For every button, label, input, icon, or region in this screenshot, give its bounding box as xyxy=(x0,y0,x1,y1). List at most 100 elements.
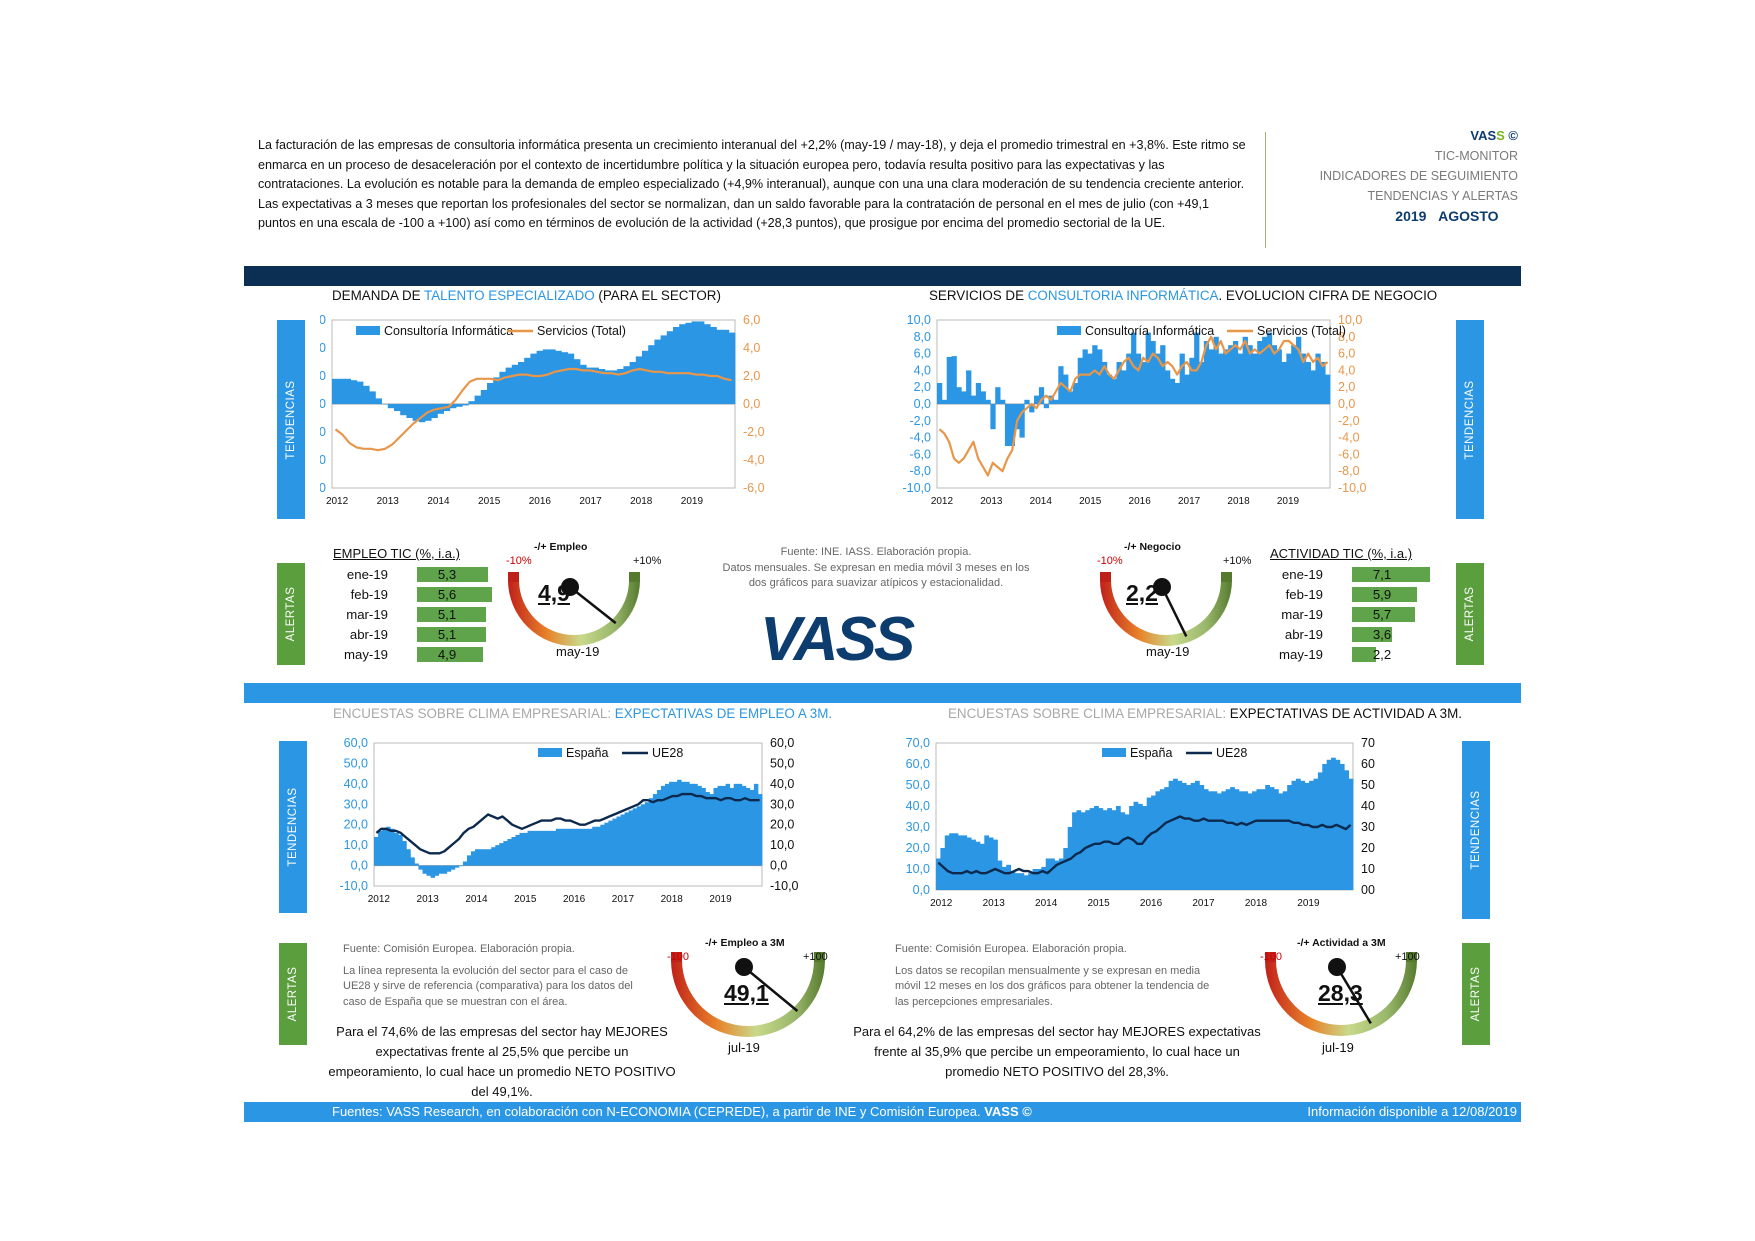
bar xyxy=(1234,789,1240,890)
y-right-tick-label: -6,0 xyxy=(743,481,765,495)
bar xyxy=(431,404,438,418)
source-br-line3: móvil 12 meses en los dos gráficos para … xyxy=(895,980,1210,992)
y-left-tick-label: 30,0 xyxy=(906,820,930,834)
bar xyxy=(1269,787,1275,890)
bar xyxy=(471,851,476,866)
y-left-tick-label: 2,0 xyxy=(320,369,326,383)
bar xyxy=(1273,789,1279,890)
bar xyxy=(656,789,662,866)
bar xyxy=(970,395,977,404)
bar xyxy=(507,839,512,866)
bar xyxy=(524,357,531,404)
gauge-arc xyxy=(1265,960,1417,1036)
x-tick-label: 2012 xyxy=(930,898,953,909)
legend-swatch-bar xyxy=(538,748,562,757)
bar xyxy=(937,383,943,404)
bar xyxy=(1326,759,1332,890)
bar xyxy=(450,865,456,870)
chart-title-negocio: SERVICIOS DE CONSULTORIA INFORMÁTICA. EV… xyxy=(929,288,1438,303)
chart-title-exp-empleo: ENCUESTAS SOBRE CLIMA EMPRESARIAL: EXPEC… xyxy=(333,706,833,721)
bar xyxy=(531,830,537,866)
gauge-g4 xyxy=(1265,952,1417,1036)
bar xyxy=(338,378,345,404)
bar xyxy=(612,818,617,866)
y-left-tick-label: 10,0 xyxy=(906,862,930,876)
bar xyxy=(681,781,686,866)
bar xyxy=(1058,858,1064,890)
source-br-line1: Fuente: Comisión Europea. Elaboración pr… xyxy=(895,943,1127,955)
bar xyxy=(596,826,601,866)
alert-bar xyxy=(417,607,486,622)
series-line xyxy=(334,367,732,452)
source-br-line2: Los datos se recopilan mensualmente y se… xyxy=(895,964,1201,977)
bar xyxy=(487,849,492,866)
bar xyxy=(1004,404,1011,446)
bar xyxy=(666,331,674,404)
bar xyxy=(1098,808,1104,890)
bar xyxy=(1151,795,1156,890)
bar xyxy=(1034,395,1040,404)
x-tick-label: 2017 xyxy=(1178,496,1201,507)
bar xyxy=(1300,780,1306,890)
alert-value: 5,1 xyxy=(437,627,457,642)
bar xyxy=(673,781,678,866)
bar xyxy=(697,321,705,404)
bar xyxy=(406,404,413,418)
x-tick-label: 2015 xyxy=(478,496,501,507)
footer-sources: Fuentes: VASS Research, en colaboración … xyxy=(332,1104,1032,1119)
x-tick-label: 2016 xyxy=(1129,496,1152,507)
brand-date: 2019 AGOSTO xyxy=(1395,208,1499,224)
bar xyxy=(635,356,643,404)
gauge-max-cap xyxy=(1221,572,1232,582)
alert-row: may-19 2,2 xyxy=(1279,645,1445,665)
y-left-tick-label: 2,0 xyxy=(914,380,931,394)
bar xyxy=(449,404,457,409)
legend-label: Consultoría Informática xyxy=(1085,324,1214,338)
y-right-tick-label: 40 xyxy=(1361,799,1375,813)
footer-band: Fuentes: VASS Research, en colaboración … xyxy=(244,1102,1521,1122)
bar xyxy=(737,783,743,866)
bar xyxy=(990,404,996,430)
bar xyxy=(1087,353,1093,404)
bar xyxy=(1145,332,1151,404)
bar xyxy=(1121,370,1127,404)
legend-label: Servicios (Total) xyxy=(1257,324,1346,338)
bar xyxy=(1050,858,1055,890)
bar xyxy=(1320,362,1326,404)
bar xyxy=(975,841,981,890)
source-bottom-left: Fuente: Comisión Europea. Elaboración pr… xyxy=(343,942,673,1010)
bar xyxy=(458,865,464,867)
bar xyxy=(1218,353,1224,404)
bar xyxy=(1225,789,1231,890)
alert-month: feb-19 xyxy=(350,587,388,602)
bar xyxy=(721,785,727,866)
top-band xyxy=(244,266,1521,286)
gauge-max-label: +100 xyxy=(1395,951,1420,963)
bar xyxy=(600,824,605,866)
bar xyxy=(527,830,533,866)
alerts-left-list: ene-19 5,3 feb-19 5,6 mar-19 5,1 abr-19 5,1 may-… xyxy=(344,565,500,665)
bar xyxy=(995,387,1001,404)
bar xyxy=(414,863,419,866)
y-right-tick-label: -4,0 xyxy=(743,453,765,467)
x-tick-label: 2017 xyxy=(579,496,602,507)
bar xyxy=(1133,801,1139,890)
bar xyxy=(519,832,524,866)
bar xyxy=(1203,341,1210,404)
divider xyxy=(1265,132,1266,248)
bar xyxy=(572,828,577,866)
alert-value: 5,9 xyxy=(1372,587,1392,602)
bar xyxy=(549,349,556,404)
alert-value: 3,6 xyxy=(1372,627,1392,642)
bar xyxy=(946,356,952,404)
bar xyxy=(454,865,460,868)
bar xyxy=(1242,336,1248,404)
bar xyxy=(1313,778,1319,890)
bar xyxy=(1097,349,1103,404)
alert-month: abr-19 xyxy=(349,627,388,642)
bar xyxy=(1260,789,1266,890)
bar xyxy=(1168,780,1174,890)
chart-title-empleo: DEMANDA DE TALENTO ESPECIALIZADO (PARA E… xyxy=(332,288,721,303)
alert-value: 5,1 xyxy=(437,607,457,622)
y-right-tick-label: -6,0 xyxy=(1338,447,1360,461)
